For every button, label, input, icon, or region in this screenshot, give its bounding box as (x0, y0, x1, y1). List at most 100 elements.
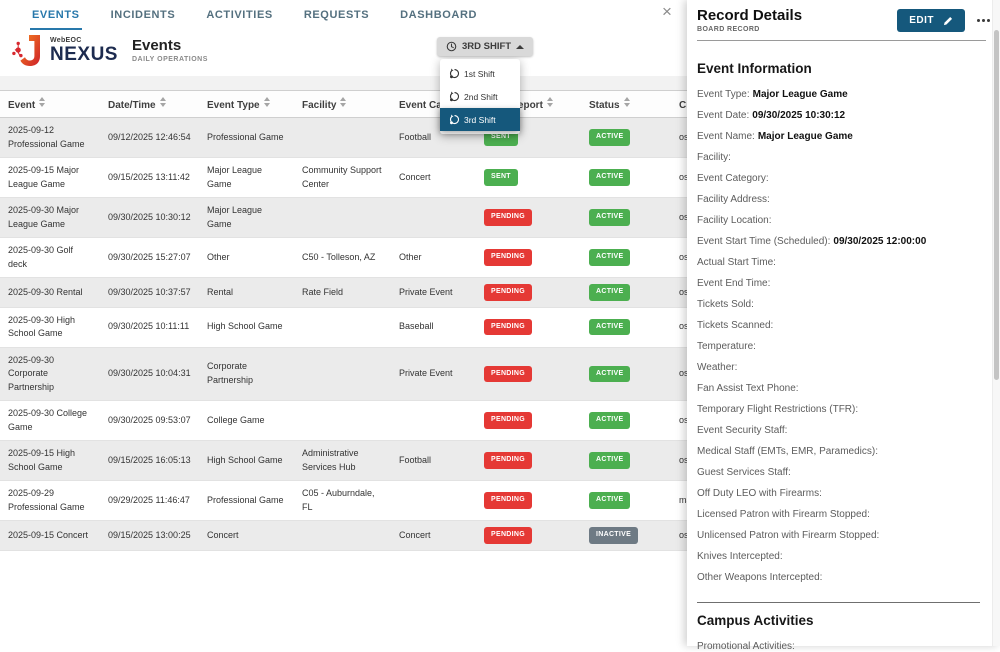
status-badge: ACTIVE (589, 169, 631, 186)
cell-category: Private Event (391, 347, 476, 401)
cell-status: INACTIVE (581, 520, 671, 551)
record-field-event-start-time-scheduled: Event Start Time (Scheduled): 09/30/2025 … (697, 236, 984, 247)
cell-datetime: 09/30/2025 10:30:12 (100, 197, 199, 238)
record-field-label: Guest Services Staff: (697, 467, 791, 478)
record-field-event-security-staff: Event Security Staff: (697, 425, 984, 436)
cell-facility (294, 307, 391, 348)
record-field-label: Temporary Flight Restrictions (TFR): (697, 404, 859, 415)
cell-event: 2025-09-30 College Game (0, 400, 100, 441)
record-field-event-type: Event Type: Major League Game (697, 89, 984, 100)
panel-header: Record Details BOARD RECORD EDIT (687, 0, 1000, 37)
record-field-weather: Weather: (697, 362, 984, 373)
cell-type: College Game (199, 400, 294, 441)
cell-datetime: 09/12/2025 12:46:54 (100, 117, 199, 158)
cell-event: 2025-09-30 Major League Game (0, 197, 100, 238)
cell-type: Rental (199, 277, 294, 308)
brand-text: WebEOC NEXUS (50, 37, 118, 64)
column-header-facility[interactable]: Facility (294, 90, 391, 118)
more-options-button[interactable] (975, 17, 992, 24)
record-field-tickets-sold: Tickets Sold: (697, 299, 984, 310)
sort-icon (623, 97, 630, 107)
cell-datetime: 09/30/2025 10:37:57 (100, 277, 199, 308)
cell-type: Professional Game (199, 480, 294, 521)
record-details-panel: Record Details BOARD RECORD EDIT Event I… (687, 0, 1000, 652)
sort-icon (263, 97, 270, 107)
cell-facility: Administrative Services Hub (294, 440, 391, 481)
panel-title: Record Details (697, 7, 803, 24)
shift-button-label: 3RD SHIFT (462, 41, 512, 52)
record-field-value: Major League Game (752, 89, 848, 100)
cell-category: Other (391, 237, 476, 278)
record-field-promotional-activities: Promotional Activities: (697, 641, 984, 652)
report-badge: PENDING (484, 209, 532, 226)
shift-rotation-icon (449, 91, 460, 102)
cell-datetime: 09/15/2025 16:05:13 (100, 440, 199, 481)
shift-menu-item-3rd-shift[interactable]: 3rd Shift (440, 108, 520, 131)
record-field-other-weapons-intercepted: Other Weapons Intercepted: (697, 572, 984, 583)
cell-category: Football (391, 440, 476, 481)
record-field-licensed-patron-with-firearm-stopped: Licensed Patron with Firearm Stopped: (697, 509, 984, 520)
cell-category (391, 400, 476, 441)
shift-menu-item-label: 3rd Shift (464, 114, 496, 125)
record-field-medical-staff-emts-emr-paramedics: Medical Staff (EMTs, EMR, Paramedics): (697, 446, 984, 457)
tab-activities[interactable]: ACTIVITIES (206, 9, 273, 21)
record-field-event-name: Event Name: Major League Game (697, 131, 984, 142)
cell-facility (294, 400, 391, 441)
record-field-temporary-flight-restrictions-tfr: Temporary Flight Restrictions (TFR): (697, 404, 984, 415)
shift-selector-button[interactable]: 3RD SHIFT (437, 37, 534, 56)
nexus-logo-icon (12, 35, 40, 66)
record-field-label: Fan Assist Text Phone: (697, 383, 799, 394)
sort-icon (546, 97, 553, 107)
cell-report: PENDING (476, 277, 581, 308)
status-badge: ACTIVE (589, 209, 631, 226)
brand-nexus: NEXUS (50, 43, 118, 65)
record-field-label: Event Security Staff: (697, 425, 788, 436)
report-badge: PENDING (484, 492, 532, 509)
column-header-status[interactable]: Status (581, 90, 671, 118)
column-header-date-time[interactable]: Date/Time (100, 90, 199, 118)
cell-report: PENDING (476, 400, 581, 441)
cell-status: ACTIVE (581, 197, 671, 238)
edit-button[interactable]: EDIT (897, 9, 965, 32)
record-field-label: Facility: (697, 152, 731, 163)
report-badge: PENDING (484, 318, 532, 336)
tab-incidents[interactable]: INCIDENTS (110, 9, 176, 21)
cell-category: Concert (391, 520, 476, 551)
record-field-event-end-time: Event End Time: (697, 278, 984, 289)
shift-menu-item-1st-shift[interactable]: 1st Shift (440, 62, 520, 85)
cell-type: Professional Game (199, 117, 294, 158)
cell-category (391, 197, 476, 238)
record-field-label: Event End Time: (697, 278, 771, 289)
record-field-value: 09/30/2025 10:30:12 (752, 110, 846, 121)
column-header-event-type[interactable]: Event Type (199, 90, 294, 118)
page-subtitle: DAILY OPERATIONS (131, 55, 208, 63)
shift-rotation-icon (449, 114, 460, 125)
status-badge: ACTIVE (589, 284, 631, 301)
tab-dashboard[interactable]: DASHBOARD (400, 9, 478, 21)
cell-report: PENDING (476, 440, 581, 481)
cell-report: PENDING (476, 520, 581, 551)
column-header-event[interactable]: Event (0, 90, 100, 118)
close-panel-icon[interactable]: × (662, 2, 672, 21)
record-field-knives-intercepted: Knives Intercepted: (697, 551, 984, 562)
record-field-label: Tickets Sold: (697, 299, 754, 310)
panel-scrollbar[interactable] (992, 0, 1000, 646)
record-field-label: Licensed Patron with Firearm Stopped: (697, 509, 870, 520)
cell-report: PENDING (476, 237, 581, 278)
column-label: Event (8, 100, 36, 111)
cell-category: Private Event (391, 277, 476, 308)
tab-requests[interactable]: REQUESTS (303, 9, 370, 21)
shift-menu-item-2nd-shift[interactable]: 2nd Shift (440, 85, 520, 108)
tab-events[interactable]: EVENTS (30, 0, 82, 30)
pencil-icon (943, 16, 953, 25)
page-title-block: Events DAILY OPERATIONS (132, 38, 208, 63)
cell-facility: Community Support Center (294, 157, 391, 198)
record-field-label: Knives Intercepted: (697, 551, 783, 562)
record-field-label: Event Type: (697, 89, 750, 100)
record-field-label: Temperature: (697, 341, 756, 352)
cell-report: PENDING (476, 480, 581, 521)
scrollbar-thumb[interactable] (994, 30, 999, 380)
cell-event: 2025-09-29 Professional Game (0, 480, 100, 521)
cell-facility (294, 117, 391, 158)
cell-datetime: 09/30/2025 10:04:31 (100, 347, 199, 401)
